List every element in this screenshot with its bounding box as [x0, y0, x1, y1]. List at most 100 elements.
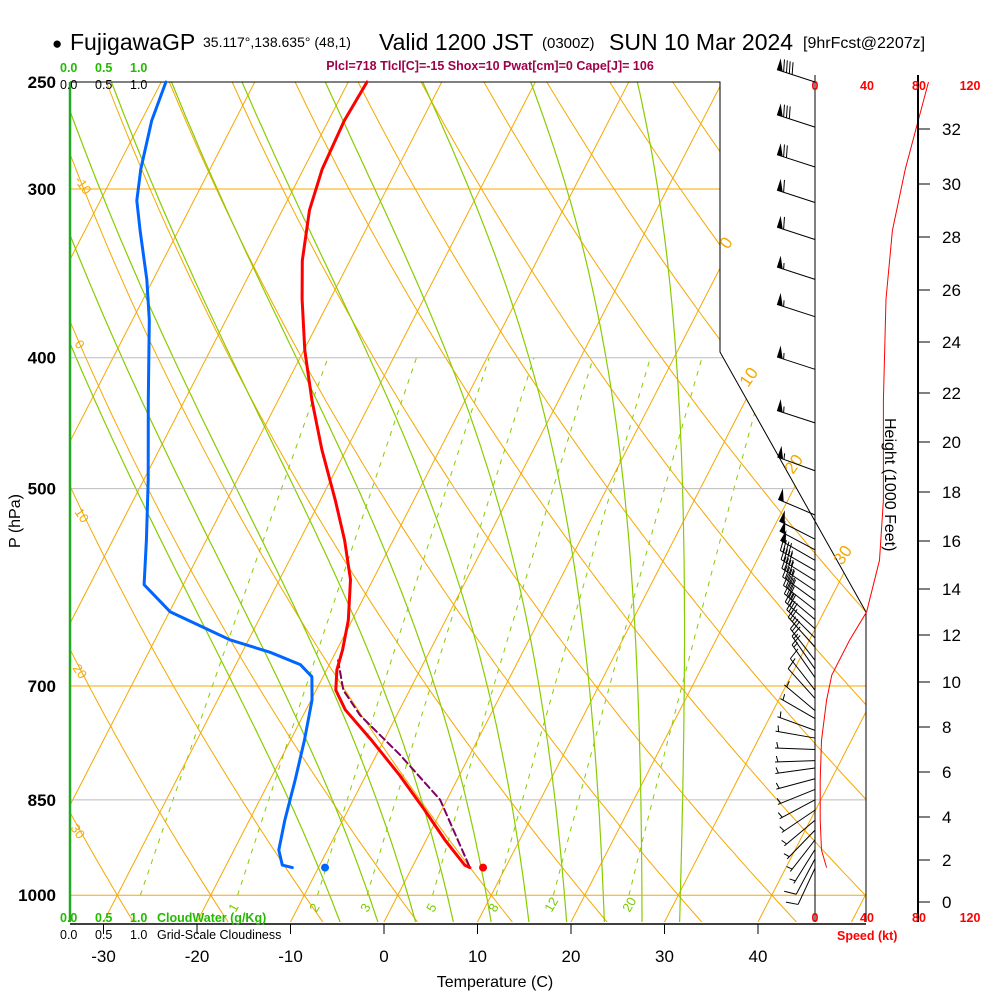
- wind-barb: [784, 858, 816, 895]
- stability-indices: Plcl=718 Tlcl[C]=-15 Shox=10 Pwat[cm]=0 …: [326, 59, 654, 73]
- barb-staff: [784, 593, 816, 620]
- height-tick-24: 24: [942, 333, 961, 352]
- mixing-ratio-line: [237, 357, 417, 896]
- barb-feather: [780, 547, 786, 560]
- cloudiness-label: Grid-Scale Cloudiness: [157, 928, 281, 942]
- valid-date: SUN 10 Mar 2024: [609, 29, 793, 55]
- barb-feather: [785, 145, 788, 158]
- barb-staff: [776, 69, 816, 83]
- wind-barb: [789, 648, 816, 691]
- moist-adiabat: [624, 82, 686, 922]
- wind-barb: [776, 215, 816, 240]
- temperature-axis-title: Temperature (C): [437, 974, 553, 991]
- barb-feather: [787, 658, 796, 669]
- parcel-curve: [337, 659, 471, 869]
- barb-feather: [788, 586, 795, 598]
- wind-barb: [776, 345, 816, 370]
- moist-adiabat: [70, 82, 419, 922]
- cloud-axis-labels: 0.0 0.5 1.0 0.0 0.5 1.0 0.0 0.5 1.0 Clou…: [60, 61, 281, 942]
- barb-pennant: [779, 520, 786, 534]
- speed-tick-top-40: 40: [860, 79, 874, 93]
- dry-adiabat: [517, 82, 866, 922]
- barb-staff: [789, 839, 816, 872]
- height-tick-14: 14: [942, 580, 961, 599]
- barb-staff: [779, 799, 816, 820]
- isotherm-label: 0: [716, 234, 737, 253]
- wind-barb: [777, 799, 816, 820]
- barb-staff: [791, 635, 816, 670]
- station-coords: 35.117°,138.635° (48,1): [203, 34, 351, 50]
- wind-speed-profile: [819, 81, 929, 868]
- isotherm: [70, 82, 277, 922]
- barb-staff: [787, 668, 816, 699]
- barb-staff: [777, 716, 816, 731]
- height-tick-2: 2: [942, 851, 951, 870]
- barb-feather: [782, 540, 787, 553]
- temperature-tick-30: 30: [655, 947, 674, 966]
- isotherm: [343, 82, 838, 922]
- wind-barb: [787, 658, 816, 699]
- barb-staff: [780, 698, 816, 720]
- speed-tick-top-0: 0: [812, 79, 819, 93]
- barb-feather: [783, 144, 785, 157]
- barb-staff: [784, 601, 816, 630]
- wind-barb: [781, 819, 816, 847]
- barb-half-feather: [791, 578, 796, 585]
- mixing-ratio-line: [139, 357, 329, 896]
- dry-adiabat-label: 10: [72, 505, 93, 525]
- wind-barb: [780, 693, 816, 720]
- barb-half-feather: [776, 797, 782, 804]
- height-tick-12: 12: [942, 626, 961, 645]
- barb-staff: [776, 778, 816, 790]
- barb-half-feather: [783, 453, 786, 460]
- barb-feather: [789, 648, 799, 659]
- barb-feather: [785, 550, 791, 563]
- height-tick-10: 10: [942, 673, 961, 692]
- barb-staff: [776, 303, 816, 318]
- background-lines: [70, 33, 1000, 929]
- cloudiness-black-0: 0.0: [60, 928, 77, 942]
- speed-tick-bottom-80: 80: [912, 911, 926, 925]
- barb-feather: [786, 559, 792, 572]
- cloud-water-label: CloudWater (g/Kg): [157, 911, 266, 925]
- barb-staff: [789, 658, 816, 691]
- speed-tick-bottom-120: 120: [960, 911, 981, 925]
- height-tick-22: 22: [942, 384, 961, 403]
- barb-half-feather: [790, 559, 794, 567]
- barb-staff: [776, 189, 816, 203]
- barb-half-feather: [783, 853, 790, 858]
- height-tick-18: 18: [942, 483, 961, 502]
- barb-staff: [776, 226, 816, 240]
- barb-feather: [787, 568, 793, 581]
- moist-adiabat: [70, 82, 381, 922]
- wind-barb: [789, 849, 816, 884]
- barb-pennant: [776, 143, 783, 157]
- barb-feather: [791, 621, 801, 632]
- barb-half-feather: [786, 866, 793, 870]
- height-axis-title: Height (1000 Feet): [881, 418, 898, 551]
- barb-pennant: [776, 292, 783, 307]
- dry-adiabat: [702, 82, 866, 922]
- barb-half-feather: [776, 742, 779, 749]
- barb-staff: [777, 498, 816, 516]
- barb-half-feather: [775, 755, 779, 763]
- barb-feather: [783, 573, 789, 586]
- dry-adiabat: [948, 33, 1000, 929]
- barb-feather: [787, 577, 794, 590]
- sounding-curves: [135, 80, 929, 872]
- wind-barb: [787, 606, 816, 648]
- cloud-bottom-green-1: 0.5: [95, 911, 112, 925]
- barb-feather: [784, 590, 792, 603]
- barb-feather: [788, 561, 794, 574]
- wind-barb: [783, 582, 816, 620]
- barb-feather: [783, 59, 785, 72]
- barb-feather: [784, 890, 797, 895]
- station-name: FujigawaGP: [70, 29, 195, 55]
- dry-adiabat: [70, 82, 424, 922]
- surface-temperature-dot: [479, 863, 488, 872]
- barb-pennant: [776, 103, 783, 117]
- dewpoint-curve: [135, 80, 314, 870]
- wind-barb: [782, 565, 816, 601]
- cloud-bottom-green-0: 0.0: [60, 911, 77, 925]
